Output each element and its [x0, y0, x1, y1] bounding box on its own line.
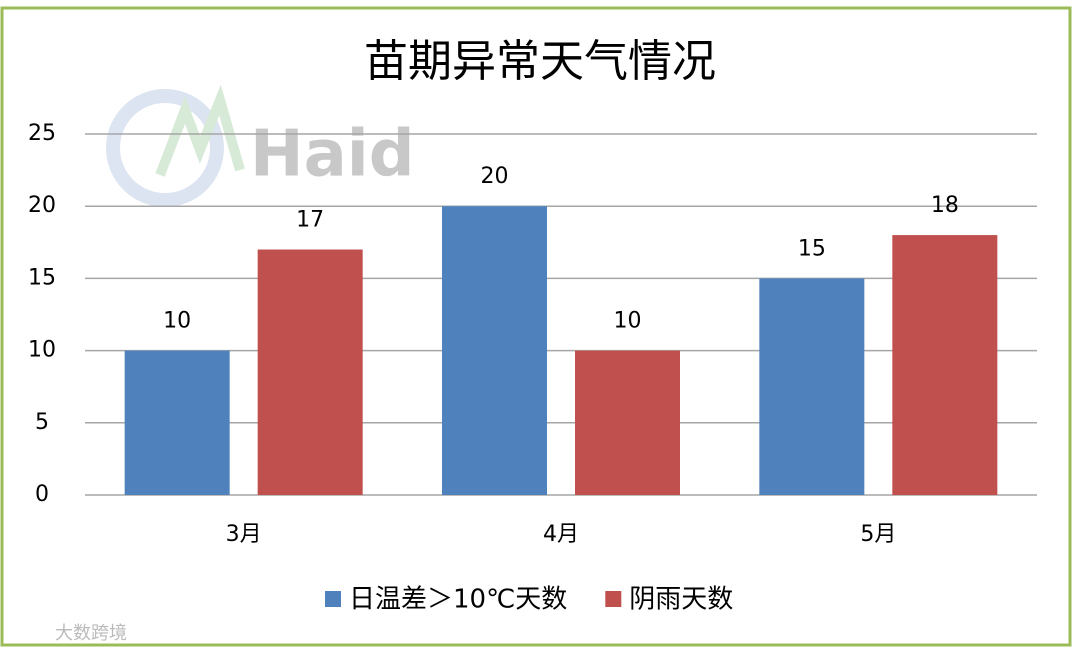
legend-label: 阴雨天数: [629, 585, 733, 615]
bar: [892, 235, 998, 495]
x-tick-label: 4月: [543, 522, 579, 547]
y-tick-label: 15: [28, 265, 56, 290]
y-tick-label: 25: [28, 121, 56, 146]
y-tick-label: 20: [28, 193, 56, 218]
watermark: Haid: [250, 118, 415, 192]
legend-swatch: [605, 591, 622, 607]
bar: [257, 249, 363, 495]
value-label: 18: [931, 193, 959, 218]
y-tick-label: 5: [35, 410, 49, 435]
value-label: 15: [798, 236, 826, 261]
value-label: 10: [163, 309, 191, 334]
bar: [442, 206, 547, 495]
y-tick-label: 0: [35, 482, 49, 507]
bar: [575, 350, 680, 495]
value-label: 10: [614, 309, 642, 334]
x-tick-label: 3月: [226, 522, 262, 547]
legend-swatch: [325, 591, 341, 607]
chart-title: 苗期异常天气情况: [364, 36, 716, 87]
watermark: 大数跨境: [55, 623, 127, 644]
bar: [759, 278, 865, 495]
legend-label: 日温差＞10℃天数: [349, 585, 567, 615]
watermark-logo: [106, 84, 245, 207]
bar: [124, 350, 230, 495]
x-tick-label: 5月: [860, 522, 896, 547]
value-label: 17: [296, 208, 324, 233]
y-tick-label: 10: [28, 338, 56, 363]
value-label: 20: [481, 164, 509, 189]
